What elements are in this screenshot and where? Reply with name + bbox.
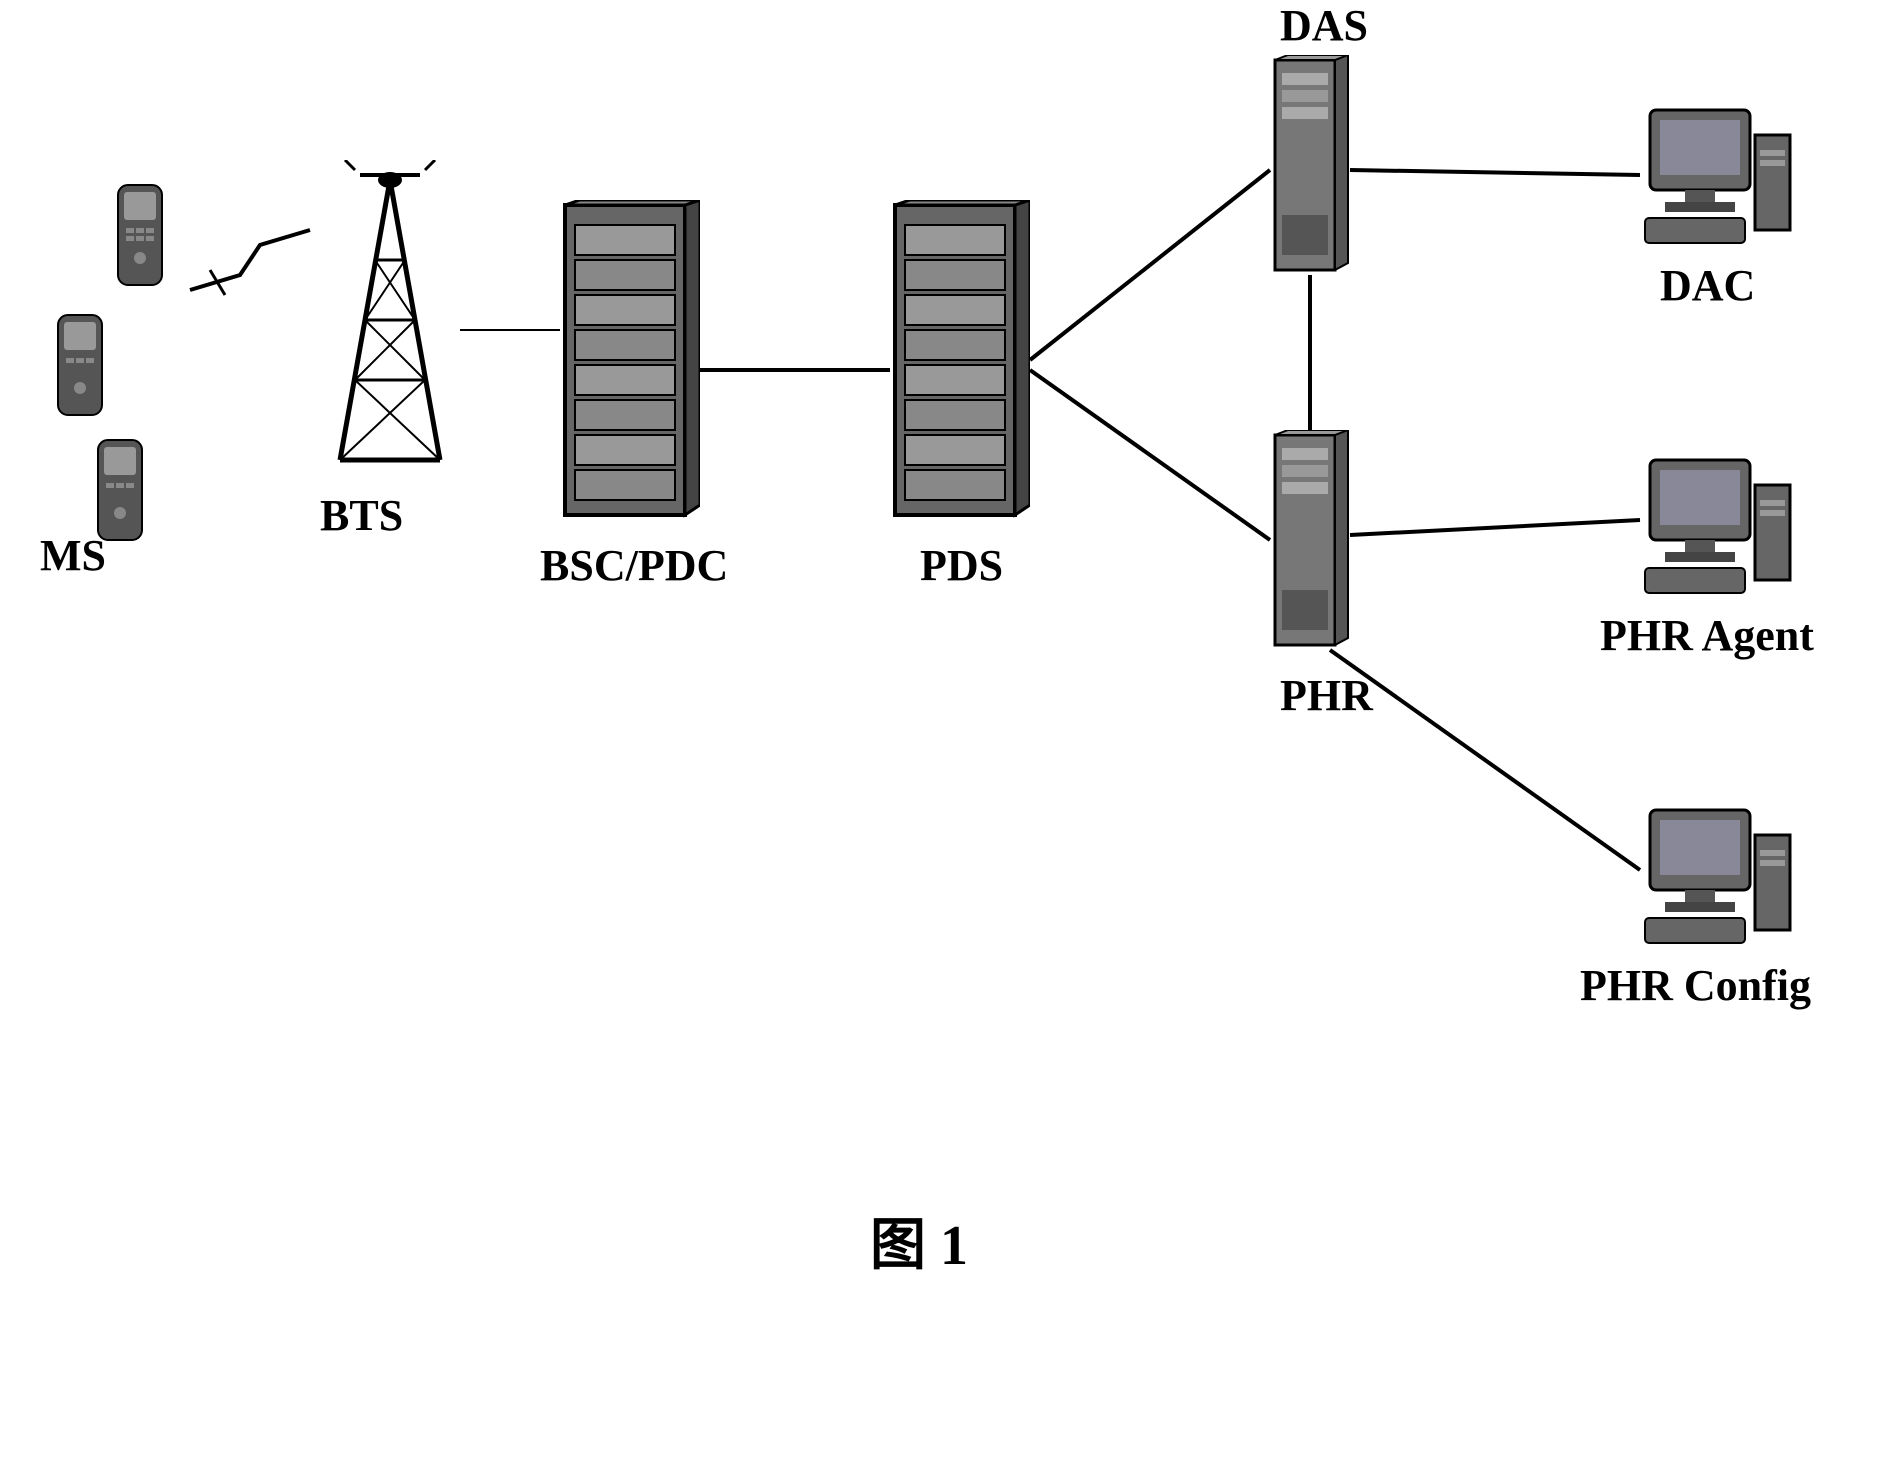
dac-node (1640, 100, 1800, 250)
dac-label: DAC (1660, 260, 1755, 311)
phr-config-label: PHR Config (1580, 960, 1811, 1011)
das-label: DAS (1280, 0, 1368, 51)
pds-label: PDS (920, 540, 1003, 591)
bts-label: BTS (320, 490, 403, 541)
phr-agent-label: PHR Agent (1600, 610, 1814, 661)
bsc-node (560, 200, 700, 520)
desktop-icon (1640, 800, 1800, 950)
server-rack-icon (890, 200, 1030, 520)
server-rack-icon (560, 200, 700, 520)
phone-icon (110, 180, 170, 290)
phr-agent-node (1640, 450, 1800, 600)
phone-icon (50, 310, 110, 420)
tower-server-icon (1270, 55, 1350, 275)
pds-node (890, 200, 1030, 520)
phr-label: PHR (1280, 670, 1373, 721)
ms-label: MS (40, 530, 106, 581)
bts-node (320, 160, 460, 480)
phr-config-node (1640, 800, 1800, 950)
tower-icon (320, 160, 460, 480)
desktop-icon (1640, 450, 1800, 600)
figure-caption: 图 1 (870, 1200, 968, 1281)
phr-node (1270, 430, 1350, 650)
desktop-icon (1640, 100, 1800, 250)
tower-server-icon (1270, 430, 1350, 650)
phone-icon (90, 435, 150, 545)
das-node (1270, 55, 1350, 275)
bsc-label: BSC/PDC (540, 540, 728, 591)
